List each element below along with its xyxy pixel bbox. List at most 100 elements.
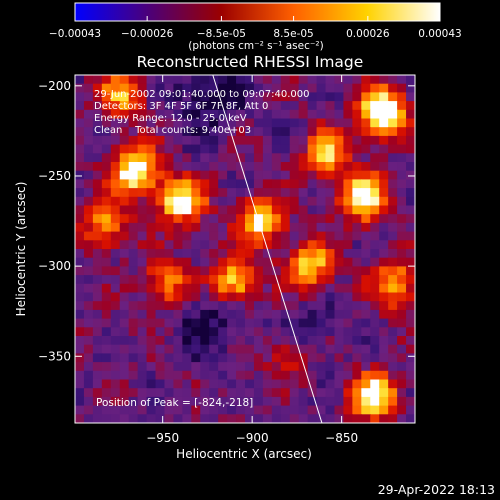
heatmap-cell <box>316 214 327 224</box>
heatmap-cell <box>92 370 103 381</box>
heatmap-cell <box>316 327 327 337</box>
heatmap-cell <box>92 309 103 320</box>
heatmap-cell <box>388 75 398 85</box>
heatmap-cell <box>75 405 85 415</box>
x-axis-label: Heliocentric X (arcsec) <box>176 447 312 461</box>
heatmap-cell <box>191 309 201 320</box>
heatmap-cell <box>253 101 264 111</box>
heatmap-cell <box>253 240 264 250</box>
heatmap-cell <box>361 205 371 215</box>
heatmap-cell <box>280 283 291 294</box>
heatmap-cell <box>379 101 389 111</box>
heatmap-cell <box>209 344 219 354</box>
heatmap-cell <box>370 370 380 381</box>
heatmap-cell <box>227 162 237 172</box>
heatmap-cell <box>253 170 264 180</box>
heatmap-cell <box>110 370 121 381</box>
heatmap-cell <box>388 318 398 328</box>
heatmap-cell <box>361 266 371 276</box>
heatmap-cell <box>352 370 362 381</box>
heatmap-cell <box>146 379 157 389</box>
heatmap-cell <box>218 135 228 146</box>
heatmap-cell <box>164 249 175 259</box>
heatmap-cell <box>334 101 345 111</box>
heatmap-cell <box>307 196 318 207</box>
heatmap-cell <box>75 75 85 85</box>
heatmap-cell <box>119 344 130 354</box>
heatmap-cell <box>280 118 291 128</box>
heatmap-cell <box>298 336 309 346</box>
heatmap-cell <box>75 188 85 198</box>
heatmap-cell <box>388 257 398 267</box>
heatmap-cell <box>325 240 336 250</box>
heatmap-cell <box>236 196 246 207</box>
heatmap-cell <box>370 109 380 120</box>
heatmap-cell <box>253 188 264 198</box>
heatmap-cell <box>128 153 139 163</box>
heatmap-cell <box>146 353 157 363</box>
heatmap-cell <box>92 179 103 189</box>
heatmap-cell <box>119 318 130 328</box>
heatmap-cell <box>361 240 371 250</box>
heatmap-cell <box>110 379 121 389</box>
heatmap-cell <box>397 309 407 320</box>
heatmap-cell <box>110 344 121 354</box>
heatmap-cell <box>137 362 148 372</box>
heatmap-cell <box>245 109 255 120</box>
heatmap-cell <box>289 118 300 128</box>
heatmap-cell <box>128 405 139 415</box>
heatmap-cell <box>101 135 112 146</box>
heatmap-cell <box>155 83 166 93</box>
heatmap-cell <box>218 396 228 407</box>
heatmap-cell <box>289 362 300 372</box>
heatmap-cell <box>406 414 415 423</box>
heatmap-cell <box>128 179 139 189</box>
heatmap-cell <box>227 249 237 259</box>
heatmap-cell <box>262 266 273 276</box>
heatmap-cell <box>173 405 183 415</box>
heatmap-cell <box>137 92 148 102</box>
heatmap-cell <box>146 405 157 415</box>
heatmap-cell <box>173 275 183 285</box>
heatmap-cell <box>119 196 130 207</box>
heatmap-cell <box>146 292 157 302</box>
heatmap-cell <box>128 135 139 146</box>
heatmap-cell <box>146 327 157 337</box>
heatmap-cell <box>379 275 389 285</box>
heatmap-cell <box>155 135 166 146</box>
colorbar-tick-label: −8.5e-05 <box>197 28 246 40</box>
heatmap-cell <box>406 75 415 85</box>
heatmap-cell <box>155 388 166 398</box>
heatmap-cell <box>155 309 166 320</box>
heatmap-cell <box>280 75 291 85</box>
heatmap-cell <box>75 292 85 302</box>
heatmap-cell <box>280 414 291 423</box>
heatmap-cell <box>406 336 415 346</box>
heatmap-cell <box>361 344 371 354</box>
heatmap-cell <box>289 379 300 389</box>
heatmap-cell <box>316 275 327 285</box>
heatmap-cell <box>227 135 237 146</box>
heatmap-cell <box>271 336 282 346</box>
heatmap-cell <box>334 388 345 398</box>
heatmap-cell <box>379 162 389 172</box>
heatmap-cell <box>361 170 371 180</box>
heatmap-cell <box>343 370 353 381</box>
heatmap-cell <box>218 379 228 389</box>
heatmap-cell <box>75 388 85 398</box>
heatmap-cell <box>397 231 407 241</box>
heatmap-cell <box>379 249 389 259</box>
heatmap-cell <box>325 205 336 215</box>
heatmap-cell <box>352 266 362 276</box>
heatmap-cell <box>406 222 415 233</box>
heatmap-cell <box>343 153 353 163</box>
heatmap-cell <box>137 162 148 172</box>
heatmap-cell <box>271 135 282 146</box>
heatmap-cell <box>218 127 228 137</box>
heatmap-cell <box>209 196 219 207</box>
heatmap-cell <box>343 214 353 224</box>
heatmap-cell <box>236 414 246 423</box>
heatmap-cell <box>298 275 309 285</box>
heatmap-cell <box>370 379 380 389</box>
heatmap-cell <box>146 257 157 267</box>
